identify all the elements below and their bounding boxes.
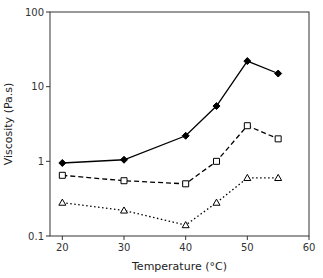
marker [244, 123, 250, 129]
x-tick [124, 236, 125, 240]
axes: 20 30 40 50 60 0.1 1 10 100 [25, 7, 315, 254]
y-tick [46, 12, 50, 13]
marker [121, 156, 128, 163]
plot-area [59, 58, 282, 228]
x-axis-label: Temperature (°C) [131, 260, 227, 273]
marker [244, 58, 251, 65]
y-tick-label: 100 [25, 7, 44, 18]
chart: 20 30 40 50 60 0.1 1 10 100 Temperature (°C) Visco… [0, 0, 323, 278]
x-tick-label: 40 [179, 242, 192, 253]
x-tick-label: 30 [118, 242, 131, 253]
marker [121, 207, 128, 213]
marker [244, 174, 251, 180]
marker [182, 222, 189, 228]
marker [59, 172, 65, 178]
series-line [62, 178, 278, 225]
marker [275, 70, 282, 77]
marker [182, 132, 189, 139]
marker [213, 199, 220, 205]
series-line [62, 61, 278, 163]
x-tick [185, 236, 186, 240]
y-tick [46, 86, 50, 87]
marker [121, 178, 127, 184]
x-tick [247, 236, 248, 240]
x-tick [309, 236, 310, 240]
y-tick-label: 0.1 [28, 231, 44, 242]
y-tick-label: 10 [31, 81, 44, 92]
marker [59, 199, 66, 205]
y-tick-label: 1 [38, 156, 44, 167]
x-tick-label: 20 [56, 242, 69, 253]
marker [275, 174, 282, 180]
marker [213, 103, 220, 110]
marker [214, 158, 220, 164]
plot-frame [50, 12, 309, 236]
x-tick [62, 236, 63, 240]
x-tick-label: 60 [303, 242, 316, 253]
marker [275, 136, 281, 142]
marker [59, 159, 66, 166]
x-tick-label: 50 [241, 242, 254, 253]
series-line [62, 126, 278, 184]
marker [183, 181, 189, 187]
y-tick [46, 161, 50, 162]
y-tick [46, 236, 50, 237]
y-axis-label: Viscosity (Pa.s) [2, 83, 15, 166]
